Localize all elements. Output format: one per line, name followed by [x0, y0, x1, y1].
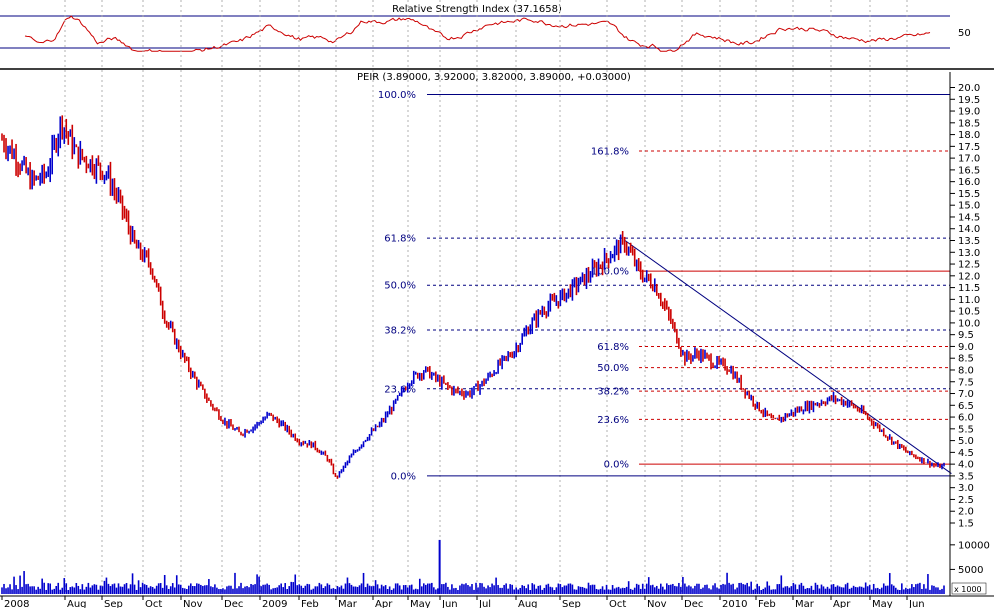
- price-ytick-label: 9.5: [958, 330, 974, 341]
- price-ytick-label: 12.0: [958, 271, 980, 282]
- price-ytick-label: 6.5: [958, 401, 974, 412]
- price-ytick-label: 18.0: [958, 130, 980, 141]
- price-ytick-label: 11.0: [958, 295, 980, 306]
- price-ytick-label: 12.5: [958, 260, 980, 271]
- x-tick-label: Oct: [145, 599, 162, 608]
- fib2-level-label: 61.8%: [597, 342, 629, 353]
- price-ytick-label: 3.0: [958, 483, 974, 494]
- price-ytick-label: 1.5: [958, 518, 974, 529]
- price-ytick-label: 4.0: [958, 460, 974, 471]
- price-ytick-label: 8.5: [958, 354, 974, 365]
- x-axis-labels: 2008 Aug Sep Oct Nov Dec 2009 Feb Mar Apr May Jun Ju…: [1, 596, 925, 608]
- x-tick-label: Oct: [609, 599, 626, 608]
- price-ytick-label: 3.5: [958, 471, 974, 482]
- fib-level-label: 0.0%: [391, 471, 416, 482]
- x-tick-label: 2009: [262, 599, 287, 608]
- price-ytick-label: 17.5: [958, 142, 980, 153]
- price-y-axis: 20.019.519.018.518.017.517.016.516.015.5…: [950, 83, 980, 529]
- price-ytick-label: 2.5: [958, 495, 974, 506]
- fib-level-label: 23.6%: [384, 384, 416, 395]
- price-ytick-label: 15.5: [958, 189, 980, 200]
- price-ytick-label: 4.5: [958, 448, 974, 459]
- price-ytick-label: 6.0: [958, 413, 974, 424]
- fibonacci-levels: 100.0% 61.8% 50.0% 38.2% 23.6% 0.0% 161.8% 100.…: [378, 90, 952, 482]
- fib2-level-label: 161.8%: [591, 147, 629, 158]
- price-ytick-label: 2.0: [958, 507, 974, 518]
- volume-y-axis: 10000 5000: [950, 540, 990, 576]
- x-tick-label: Mar: [338, 599, 358, 608]
- fib2-level-label: 100.0%: [591, 267, 629, 278]
- x-tick-label: Feb: [758, 599, 776, 608]
- x-tick-label: Sep: [104, 599, 123, 608]
- fib-level-label: 50.0%: [384, 281, 416, 292]
- x-tick-label: 2010: [722, 599, 747, 608]
- price-ytick-label: 13.5: [958, 236, 980, 247]
- x-tick-label: May: [410, 599, 431, 608]
- price-ytick-label: 9.0: [958, 342, 974, 353]
- x-tick-label: Aug: [518, 599, 538, 608]
- x-tick-label: Mar: [795, 599, 815, 608]
- fib-level-label: 38.2%: [384, 325, 416, 336]
- price-ytick-label: 10.0: [958, 318, 980, 329]
- price-ytick-label: 11.5: [958, 283, 980, 294]
- x-tick-label: Jul: [478, 599, 491, 608]
- x-tick-label: Jun: [441, 599, 458, 608]
- price-ytick-label: 17.0: [958, 154, 980, 165]
- price-ytick-label: 13.0: [958, 248, 980, 259]
- price-ytick-label: 20.0: [958, 83, 980, 94]
- x-tick-label: Aug: [67, 599, 87, 608]
- x-tick-label: Nov: [183, 599, 203, 608]
- volume-ytick-label: 5000: [958, 565, 983, 576]
- price-ytick-label: 14.0: [958, 224, 980, 235]
- price-ytick-label: 18.5: [958, 118, 980, 129]
- price-ytick-label: 16.5: [958, 165, 980, 176]
- fib2-level-label: 0.0%: [604, 460, 629, 471]
- x-tick-label: Sep: [562, 599, 581, 608]
- x-tick-label: Apr: [833, 599, 851, 608]
- price-ytick-label: 15.0: [958, 201, 980, 212]
- price-ytick-label: 5.5: [958, 424, 974, 435]
- fib-level-label: 61.8%: [384, 234, 416, 245]
- price-ytick-label: 14.5: [958, 212, 980, 223]
- x-tick-label: Dec: [224, 599, 243, 608]
- fib2-level-label: 38.2%: [597, 387, 629, 398]
- volume-ytick-label: 10000: [958, 540, 990, 551]
- price-ytick-label: 16.0: [958, 177, 980, 188]
- price-grid: [64, 0, 908, 596]
- fib2-level-label: 23.6%: [597, 415, 629, 426]
- fib2-level-label: 50.0%: [597, 363, 629, 374]
- trendline: [624, 240, 952, 474]
- volume-unit-label: x 1000: [954, 585, 982, 594]
- x-tick-label: Nov: [647, 599, 667, 608]
- rsi-ytick-50: 50: [958, 28, 971, 39]
- x-tick-label: May: [872, 599, 893, 608]
- price-header: PEIR (3.89000, 3.92000, 3.82000, 3.89000…: [357, 72, 631, 83]
- x-tick-label: 2008: [4, 599, 29, 608]
- price-ytick-label: 7.5: [958, 377, 974, 388]
- x-tick-label: Dec: [684, 599, 703, 608]
- price-ytick-label: 19.5: [958, 95, 980, 106]
- price-ytick-label: 10.5: [958, 307, 980, 318]
- volume-panel: [1, 539, 945, 594]
- volume-unit-box: [951, 582, 987, 595]
- fib-level-label: 100.0%: [378, 90, 416, 101]
- price-bars: [1, 115, 945, 479]
- x-tick-label: Jun: [908, 599, 925, 608]
- x-tick-label: Apr: [375, 599, 393, 608]
- price-ytick-label: 7.0: [958, 389, 974, 400]
- price-ytick-label: 8.0: [958, 365, 974, 376]
- price-ytick-label: 5.0: [958, 436, 974, 447]
- x-tick-label: Feb: [301, 599, 319, 608]
- rsi-title: Relative Strength Index (37.1658): [392, 4, 562, 15]
- price-ytick-label: 19.0: [958, 107, 980, 118]
